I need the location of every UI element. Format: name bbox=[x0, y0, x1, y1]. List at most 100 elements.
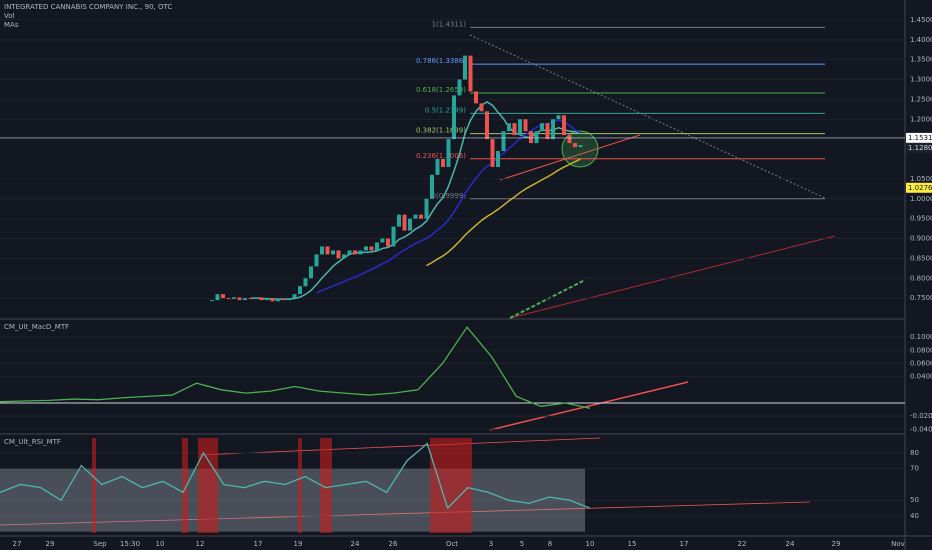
candle bbox=[336, 250, 341, 259]
candle bbox=[265, 298, 269, 301]
x-tick-label: 24 bbox=[786, 540, 795, 548]
x-tick-label: 10 bbox=[156, 540, 165, 548]
candle bbox=[485, 111, 489, 140]
candle bbox=[391, 226, 396, 247]
candle bbox=[386, 238, 390, 247]
fib-label: 0(0.9999) bbox=[432, 192, 467, 200]
candle bbox=[342, 254, 346, 259]
x-tick-label: 17 bbox=[680, 540, 689, 548]
fib-label: 0.5(1.2149) bbox=[425, 106, 466, 114]
candle bbox=[523, 119, 528, 132]
candle bbox=[430, 174, 434, 199]
price-label: 1.1280 bbox=[908, 144, 932, 152]
x-tick-label: 29 bbox=[832, 540, 841, 548]
candle bbox=[375, 242, 379, 251]
candle bbox=[556, 115, 561, 120]
y-tick-label: 80 bbox=[910, 449, 919, 457]
candle bbox=[578, 145, 583, 148]
x-tick-label: 10 bbox=[586, 540, 595, 548]
x-tick-label: 15:30 bbox=[120, 540, 140, 548]
candle bbox=[369, 246, 374, 251]
candle bbox=[259, 297, 264, 301]
fib-label: 0.236(1.1006) bbox=[416, 152, 466, 160]
y-tick-label: 70 bbox=[910, 465, 919, 473]
candle bbox=[507, 123, 511, 132]
candle bbox=[435, 159, 440, 175]
candle bbox=[496, 151, 500, 167]
price-label-box bbox=[906, 182, 932, 193]
y-tick-label: -0.0400 bbox=[910, 425, 932, 433]
candle bbox=[540, 123, 544, 132]
candle bbox=[380, 238, 385, 243]
candle bbox=[320, 246, 324, 255]
y-tick-label: 40 bbox=[910, 512, 919, 520]
candle bbox=[270, 298, 275, 302]
x-tick-label: Sep bbox=[93, 540, 107, 548]
candle bbox=[358, 250, 363, 255]
candle bbox=[364, 246, 368, 251]
candle bbox=[287, 298, 291, 301]
candle bbox=[314, 254, 319, 267]
candle bbox=[232, 297, 236, 299]
candle bbox=[221, 294, 225, 299]
overbought-zone bbox=[320, 438, 332, 533]
candle bbox=[254, 297, 258, 299]
indicator-line bbox=[0, 442, 591, 510]
candle bbox=[402, 214, 407, 231]
candle bbox=[567, 135, 572, 144]
x-tick-label: 29 bbox=[46, 540, 55, 548]
candle bbox=[479, 103, 484, 112]
y-tick-label: 1.4500 bbox=[910, 16, 932, 24]
y-tick-label: 1.3500 bbox=[910, 56, 932, 64]
macd-title: CM_Ult_MacD_MTF bbox=[4, 323, 69, 331]
fib-label: 0.618(1.2659) bbox=[416, 86, 466, 94]
x-tick-label: 15 bbox=[628, 540, 637, 548]
y-tick-label: 1.2500 bbox=[910, 95, 932, 103]
y-tick-label: 1.4000 bbox=[910, 36, 932, 44]
x-tick-label: 8 bbox=[548, 540, 552, 548]
candle bbox=[551, 119, 555, 140]
candle bbox=[408, 218, 412, 231]
x-tick-label: Nov bbox=[891, 540, 905, 548]
candle bbox=[298, 286, 302, 295]
x-tick-label: 5 bbox=[520, 540, 524, 548]
x-tick-label: 19 bbox=[294, 540, 303, 548]
x-tick-label: 17 bbox=[254, 540, 263, 548]
moving-average bbox=[426, 158, 581, 267]
candle bbox=[303, 278, 308, 287]
x-tick-label: 3 bbox=[489, 540, 493, 548]
candle bbox=[457, 79, 462, 96]
candle bbox=[501, 131, 506, 152]
ma-label: MAs bbox=[4, 21, 19, 29]
candle bbox=[347, 250, 352, 255]
x-tick-label: Oct bbox=[446, 540, 458, 548]
symbol-title: INTEGRATED CANNABIS COMPANY INC., 90, OT… bbox=[4, 3, 172, 11]
overbought-zone bbox=[430, 438, 472, 533]
candle bbox=[518, 119, 522, 136]
candle bbox=[243, 298, 247, 301]
y-tick-label: 1.2000 bbox=[910, 115, 932, 123]
price-label: 1.1531 bbox=[908, 134, 932, 142]
candle bbox=[534, 131, 539, 144]
rsi-title: CM_Ult_RSI_MTF bbox=[4, 438, 61, 446]
candle bbox=[446, 139, 451, 167]
candle bbox=[512, 123, 517, 136]
price-label-box bbox=[906, 142, 932, 153]
overbought-zone bbox=[92, 438, 96, 533]
candle bbox=[529, 131, 533, 144]
overbought-zone bbox=[298, 438, 302, 533]
candle bbox=[424, 198, 429, 219]
y-tick-label: 0.0400 bbox=[910, 373, 932, 381]
fib-label: 0.786(1.3386) bbox=[416, 57, 466, 65]
candle bbox=[441, 159, 445, 167]
x-tick-label: 12 bbox=[196, 540, 205, 548]
x-tick-label: 22 bbox=[738, 540, 747, 548]
candle bbox=[281, 298, 286, 301]
